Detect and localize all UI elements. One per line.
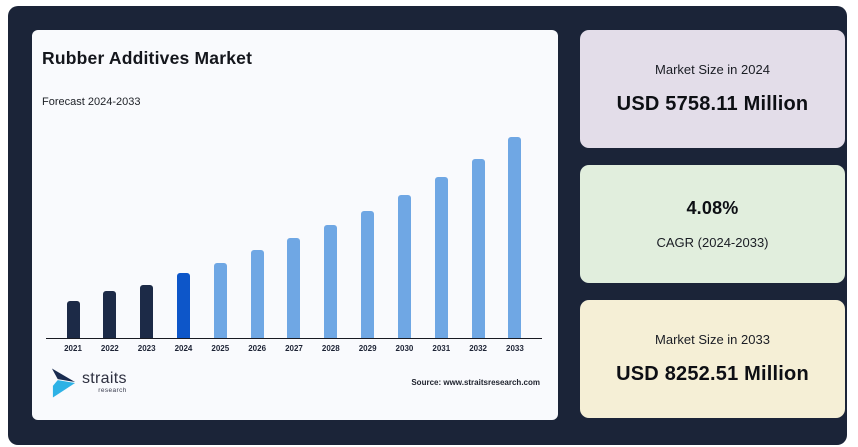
x-tick-2026: 2026	[248, 344, 267, 353]
card-2024-value: USD 5758.11 Million	[616, 93, 809, 115]
x-tick-2022: 2022	[100, 344, 119, 353]
chart-title: Rubber Additives Market	[42, 48, 253, 68]
card-cagr-label: CAGR (2024-2033)	[656, 235, 769, 250]
bar-2025	[205, 263, 235, 338]
logo-text-main: straits	[82, 369, 127, 387]
bar-rect-2025	[213, 263, 227, 338]
bar-rect-2023	[140, 285, 154, 338]
chart-subtitle: Forecast 2024-2033	[42, 96, 141, 108]
bar-2026	[242, 250, 272, 338]
card-cagr-value: 4.08%	[686, 198, 739, 218]
x-tick-2023: 2023	[137, 344, 156, 353]
bar-2024	[168, 273, 198, 338]
bar-rect-2033	[508, 137, 522, 338]
panel-footer: straits research Source: www.straitsrese…	[42, 353, 546, 408]
x-axis-labels: 2021 2022 2023 2024 2025 2026 2027 2028 2029 2030…	[42, 344, 546, 353]
bar-rect-2021	[66, 301, 80, 338]
bar-chart: 2021 2022 2023 2024 2025 2026 2027 2028 2029 2030…	[42, 133, 546, 353]
x-tick-2029: 2029	[358, 344, 377, 353]
bar-rect-2030	[397, 195, 411, 338]
bar-2027	[279, 238, 309, 338]
x-tick-2028: 2028	[321, 344, 340, 353]
straits-arrow-icon	[51, 368, 76, 397]
infographic-canvas: Rubber Additives Market Forecast 2024-20…	[8, 6, 847, 445]
card-market-size-2024: Market Size in 2024 USD 5758.11 Million	[580, 30, 845, 148]
bar-rect-2029	[361, 211, 375, 338]
bar-2022	[95, 291, 125, 338]
bar-rect-2027	[287, 238, 301, 338]
bar-rect-2032	[471, 159, 485, 338]
source-text: Source: www.straitsresearch.com	[411, 378, 540, 387]
card-market-size-2033: Market Size in 2033 USD 8252.51 Million	[580, 300, 845, 418]
bar-2031	[426, 177, 456, 338]
bar-rect-2022	[103, 291, 117, 338]
bar-rect-2031	[434, 177, 448, 338]
bar-2028	[316, 225, 346, 338]
x-tick-2027: 2027	[285, 344, 303, 353]
bar-rect-2026	[250, 250, 264, 338]
x-tick-2032: 2032	[469, 344, 487, 353]
bar-2029	[353, 211, 383, 338]
x-tick-2025: 2025	[211, 344, 230, 353]
logo-text-sub: research	[98, 386, 127, 394]
x-tick-2021: 2021	[64, 344, 82, 353]
x-tick-2033: 2033	[506, 344, 524, 353]
x-axis-line	[46, 338, 542, 339]
x-tick-2024: 2024	[174, 344, 193, 353]
chart-panel: Rubber Additives Market Forecast 2024-20…	[32, 30, 558, 420]
bar-2023	[132, 285, 162, 338]
bar-rect-2028	[324, 225, 338, 338]
logo-wordmark: straits research	[82, 369, 127, 395]
bar-2032	[463, 159, 493, 338]
card-cagr: 4.08% CAGR (2024-2033)	[580, 165, 845, 283]
bar-rect-2024	[176, 273, 190, 338]
x-tick-2030: 2030	[395, 344, 414, 353]
bar-2033	[500, 137, 530, 338]
x-tick-2031: 2031	[432, 344, 451, 353]
stat-cards: Market Size in 2024 USD 5758.11 Million …	[580, 30, 845, 418]
card-2033-label: Market Size in 2033	[655, 332, 770, 347]
bar-series	[42, 133, 546, 338]
card-2033-value: USD 8252.51 Million	[616, 363, 809, 385]
bar-2021	[58, 301, 88, 338]
bar-2030	[389, 195, 419, 338]
card-2024-label: Market Size in 2024	[655, 62, 770, 77]
straits-research-logo: straits research	[50, 367, 127, 399]
